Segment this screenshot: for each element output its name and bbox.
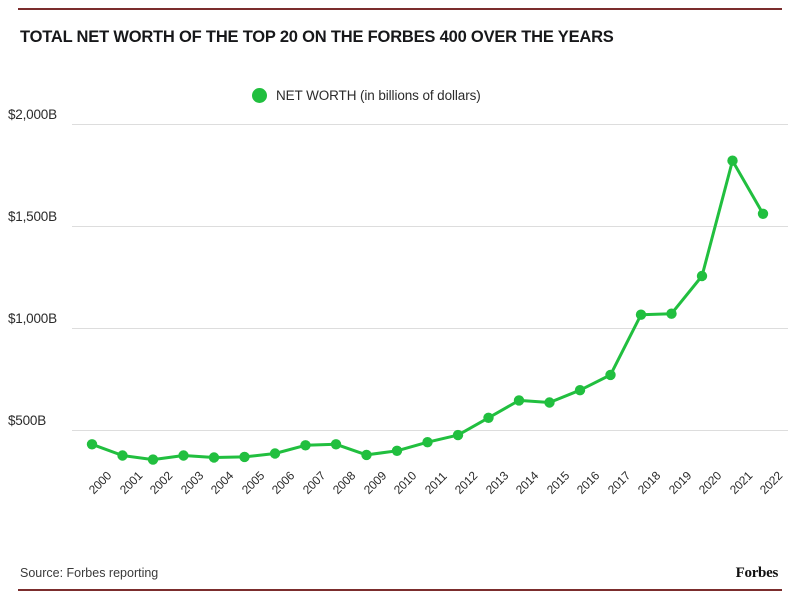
data-point-marker[interactable] [86,439,98,450]
forbes-logo: Forbes [735,565,779,581]
gridline [72,430,788,431]
data-point-marker[interactable] [727,155,738,166]
top-divider [18,8,782,10]
data-point-marker[interactable] [361,449,372,461]
data-point-marker[interactable] [208,452,220,463]
data-point-marker[interactable] [544,397,555,408]
data-point-marker[interactable] [483,412,494,423]
legend-label: NET WORTH (in billions of dollars) [276,88,481,103]
data-point-marker[interactable] [452,429,464,441]
data-point-marker[interactable] [635,309,647,320]
data-point-marker[interactable] [239,451,250,463]
page-title: TOTAL NET WORTH OF THE TOP 20 ON THE FOR… [20,28,614,46]
data-point-marker[interactable] [147,454,159,465]
legend-marker-icon [252,88,267,103]
data-point-marker[interactable] [605,369,616,381]
data-point-marker[interactable] [391,445,403,456]
data-point-marker[interactable] [269,448,281,459]
data-point-marker[interactable] [330,439,342,450]
gridline [72,328,788,329]
bottom-divider [18,589,782,591]
y-axis-tick-label: $1,000B [8,311,57,326]
source-note: Source: Forbes reporting [20,566,159,580]
data-point-marker[interactable] [696,270,708,282]
y-axis-tick-label: $500B [8,413,47,428]
data-point-marker[interactable] [300,440,311,451]
data-point-marker[interactable] [422,437,433,448]
data-point-marker[interactable] [666,308,677,319]
data-point-marker[interactable] [574,385,586,396]
data-point-marker[interactable] [513,395,525,406]
gridline [72,226,788,227]
data-point-marker[interactable] [757,208,769,219]
y-axis-tick-label: $2,000B [8,107,57,122]
data-point-marker[interactable] [178,450,189,461]
y-axis-tick-label: $1,500B [8,209,57,224]
data-point-marker[interactable] [117,450,128,461]
chart-legend: NET WORTH (in billions of dollars) [252,88,481,103]
series-line [90,159,765,462]
gridline [72,124,788,125]
